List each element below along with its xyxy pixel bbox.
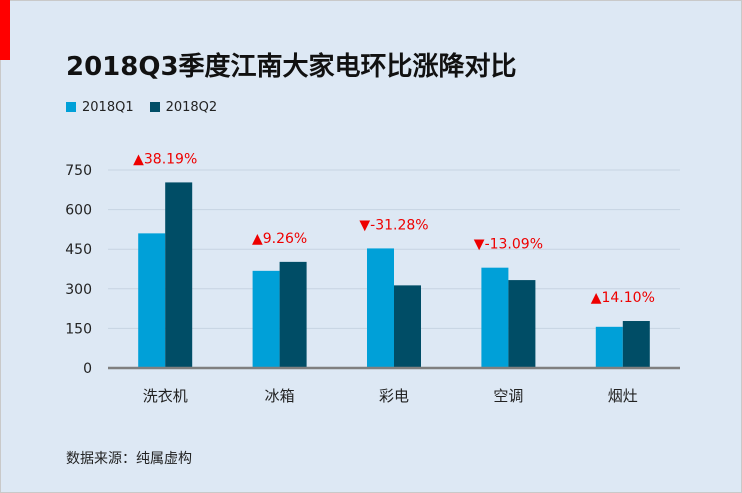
- source-note: 数据来源：纯属虚构: [66, 451, 192, 467]
- bar-2018q1: [252, 270, 280, 368]
- change-annotation: ▼-31.28%: [359, 217, 428, 233]
- x-tick-label: 冰箱: [265, 387, 295, 405]
- bar-2018q2: [508, 280, 536, 368]
- change-annotation: ▲14.10%: [591, 290, 655, 306]
- legend-label-q2: 2018Q2: [165, 99, 218, 115]
- y-tick-label: 0: [83, 361, 92, 377]
- y-tick-label: 450: [65, 242, 92, 258]
- chart-title: 2018Q3季度江南大家电环比涨降对比: [66, 52, 517, 82]
- bar-2018q1: [367, 248, 394, 368]
- y-tick-label: 750: [65, 163, 92, 179]
- y-tick-label: 600: [65, 203, 92, 219]
- bar-2018q1: [138, 233, 166, 368]
- legend: 2018Q1 2018Q2: [66, 98, 233, 116]
- legend-swatch-q1: [66, 102, 76, 112]
- legend-label-q1: 2018Q1: [82, 99, 134, 115]
- bar-2018q1: [595, 326, 623, 368]
- bar-2018q1: [481, 267, 509, 368]
- accent-strip: [0, 0, 10, 60]
- legend-item-q2: 2018Q2: [149, 99, 218, 115]
- bar-2018q2: [394, 285, 421, 368]
- y-tick-label: 300: [65, 282, 92, 298]
- legend-item-q1: 2018Q1: [66, 100, 134, 115]
- bar-2018q2: [165, 182, 193, 368]
- change-annotation: ▼-13.09%: [474, 237, 543, 253]
- change-annotation: ▲9.26%: [252, 231, 307, 247]
- y-tick-label: 150: [65, 321, 92, 337]
- change-annotation: ▲38.19%: [133, 151, 197, 167]
- bar-2018q2: [279, 261, 307, 368]
- x-tick-label: 洗衣机: [143, 387, 188, 405]
- legend-swatch-q2: [149, 102, 160, 112]
- x-tick-label: 空调: [493, 387, 523, 405]
- bar-2018q2: [622, 321, 650, 368]
- x-tick-label: 烟灶: [608, 387, 638, 405]
- x-tick-label: 彩电: [379, 387, 409, 405]
